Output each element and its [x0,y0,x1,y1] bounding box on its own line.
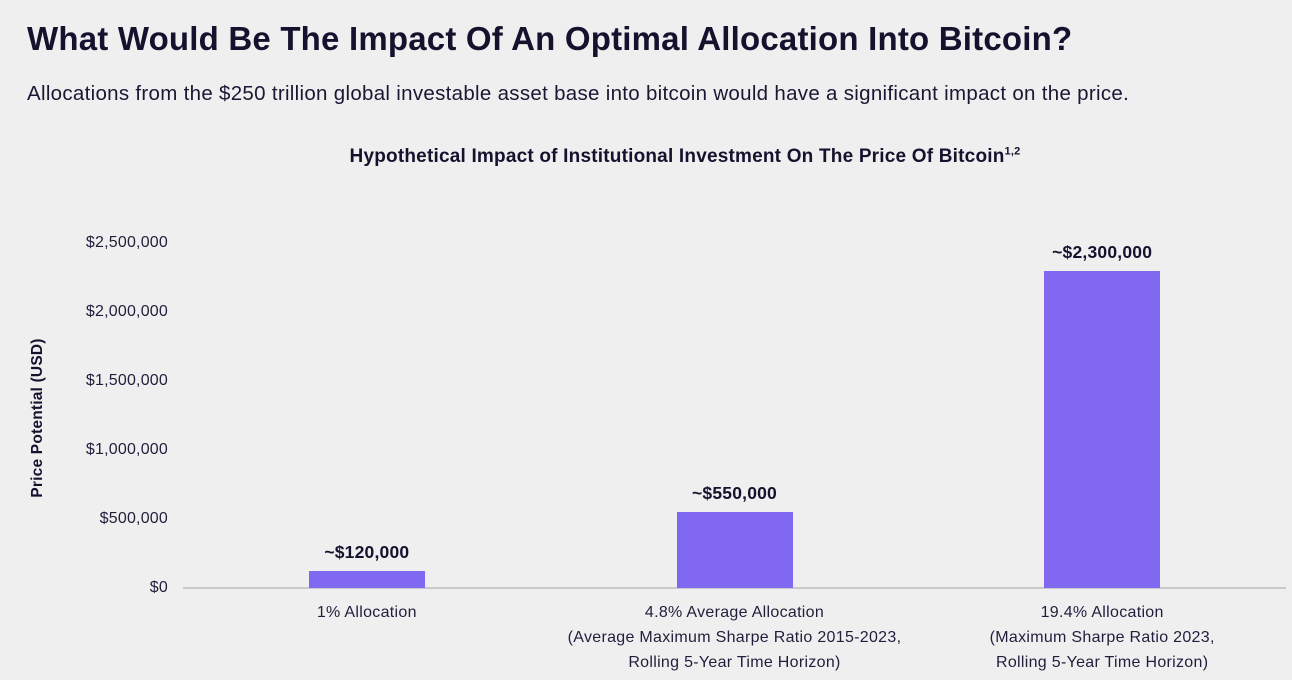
bar-value-label: ~$2,300,000 [1052,241,1153,262]
x-axis-category-label-line: 4.8% Average Allocation [644,604,825,621]
page-subtitle: Allocations from the $250 trillion globa… [27,82,1130,105]
chart-title-text: Hypothetical Impact of Institutional Inv… [349,146,1005,167]
x-axis-category-label-line: Rolling 5-Year Time Horizon) [628,654,841,671]
bar-value-label: ~$550,000 [691,483,777,504]
y-axis-tick-label: $0 [149,579,168,596]
y-axis-title: Price Potential (USD) [29,338,46,498]
x-axis-category-label-line: 1% Allocation [316,604,417,621]
x-axis-line [183,587,1286,589]
y-axis-tick-label: $2,500,000 [85,234,168,251]
chart-title-footnote-marker: 1,2 [1004,145,1021,158]
x-axis-category-label-line: (Maximum Sharpe Ratio 2023, [989,629,1215,646]
x-axis-category-label-line: 19.4% Allocation [1040,604,1164,621]
x-axis-category-label: 1% Allocation [183,600,551,625]
page-title: What Would Be The Impact Of An Optimal A… [27,20,1073,57]
y-axis-tick-label: $2,000,000 [85,303,168,320]
bar [676,512,793,588]
x-axis-category-label-line: (Average Maximum Sharpe Ratio 2015-2023, [567,629,902,646]
y-axis-tick-label: $1,500,000 [85,372,168,389]
y-axis-tick-label: $500,000 [99,510,168,527]
y-axis-tick-label: $1,000,000 [85,441,168,458]
x-axis-category-label: 4.8% Average Allocation (Average Maximum … [551,600,919,675]
x-axis-category-label: 19.4% Allocation (Maximum Sharpe Ratio 20… [918,600,1286,675]
bar [1044,270,1161,588]
bar-value-label: ~$120,000 [324,542,410,563]
bar [308,571,425,588]
x-axis-category-label-line: Rolling 5-Year Time Horizon) [995,654,1209,671]
chart-title: Hypothetical Impact of Institutional Inv… [350,146,1021,168]
